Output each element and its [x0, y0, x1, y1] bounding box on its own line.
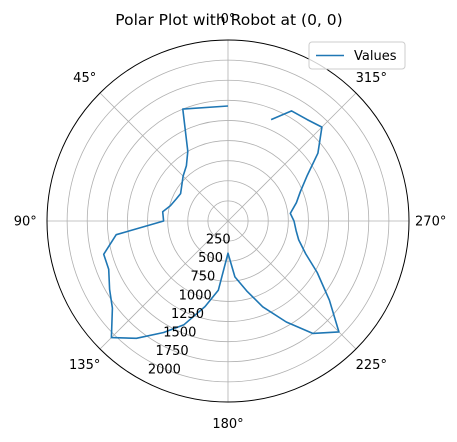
angle-labels: 0° 45° 90° 135° 180° 225° 270° 315° — [14, 12, 447, 432]
legend-box — [308, 41, 406, 70]
angular-grid-line — [227, 220, 357, 350]
polar-grid — [46, 39, 410, 403]
radial-tick-label: 1000 — [179, 288, 212, 303]
angular-grid-line — [227, 92, 357, 222]
legend: Values — [308, 41, 406, 70]
angle-tick-label: 270° — [415, 215, 446, 230]
radial-tick-label: 750 — [190, 270, 215, 285]
angular-grid-line — [99, 92, 229, 222]
radial-tick-label: 1750 — [156, 344, 189, 359]
angle-tick-label: 0° — [221, 12, 236, 27]
radial-tick-label: 500 — [198, 251, 223, 266]
radial-labels: 250 500 750 1000 1250 1500 1750 2000 — [148, 233, 231, 378]
radial-tick-label: 1500 — [163, 326, 196, 341]
radial-tick-label: 1250 — [171, 307, 204, 322]
angle-tick-label: 225° — [356, 358, 387, 373]
angular-grid-line — [99, 220, 229, 350]
angle-tick-label: 90° — [14, 215, 37, 230]
legend-series-label: Values — [354, 49, 397, 64]
angle-tick-label: 180° — [212, 417, 243, 432]
series-layer — [102, 105, 340, 340]
polar-frame — [46, 39, 410, 403]
angle-tick-label: 135° — [69, 358, 100, 373]
chart-title: Polar Plot with Robot at (0, 0) — [115, 11, 342, 29]
radial-tick-label: 250 — [206, 233, 231, 248]
angle-tick-label: 315° — [356, 71, 387, 86]
radial-tick-label: 2000 — [148, 363, 181, 378]
series-line — [102, 105, 340, 340]
angle-tick-label: 45° — [73, 71, 96, 86]
